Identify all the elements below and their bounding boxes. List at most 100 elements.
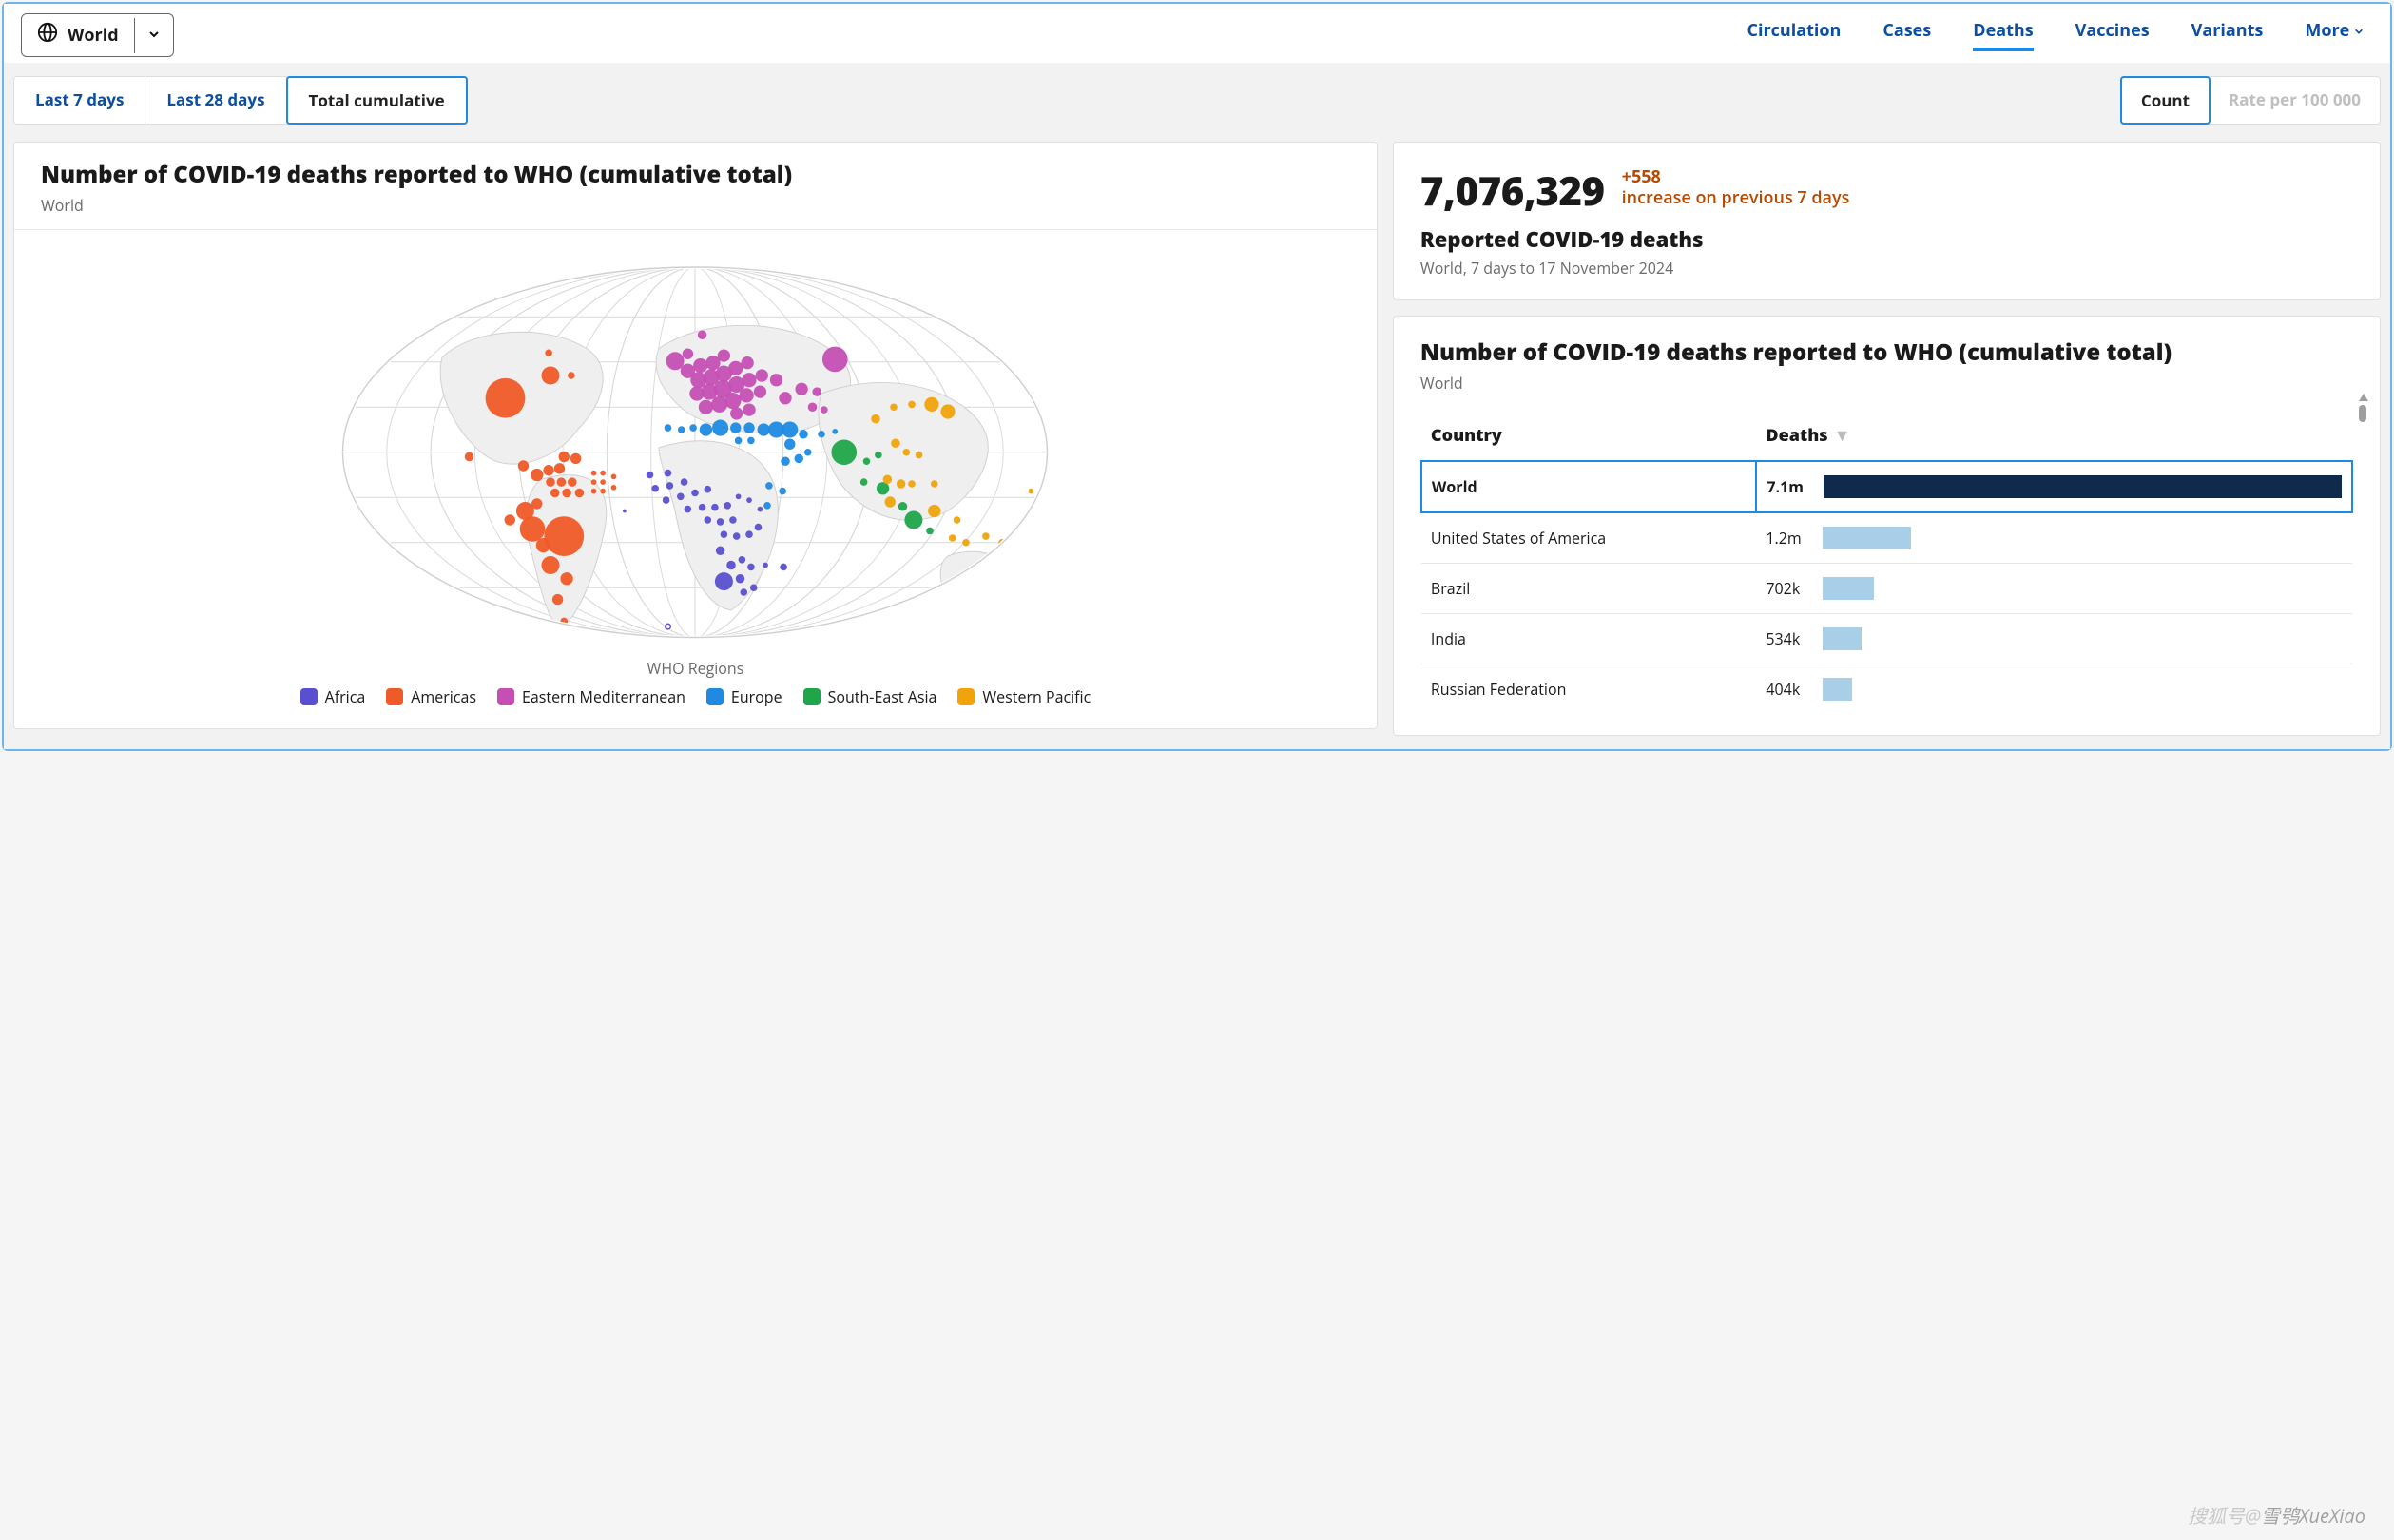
map-bubble[interactable]: [735, 437, 743, 445]
map-bubble[interactable]: [736, 494, 742, 500]
map-bubble[interactable]: [1029, 489, 1034, 494]
map-bubble[interactable]: [601, 489, 607, 494]
map-bubble[interactable]: [718, 350, 730, 362]
map-bubble[interactable]: [981, 611, 989, 619]
map-bubble[interactable]: [739, 556, 746, 564]
map-bubble[interactable]: [925, 397, 939, 412]
map-bubble[interactable]: [800, 430, 809, 439]
map-bubble[interactable]: [903, 449, 911, 456]
map-bubble[interactable]: [542, 367, 560, 385]
map-bubble[interactable]: [795, 454, 804, 464]
map-bubble[interactable]: [998, 555, 1004, 561]
map-bubble[interactable]: [569, 478, 578, 487]
map-bubble[interactable]: [520, 516, 546, 542]
map-bubble[interactable]: [569, 372, 576, 379]
map-bubble[interactable]: [731, 407, 743, 419]
map-bubble[interactable]: [694, 358, 708, 373]
map-bubble[interactable]: [727, 561, 737, 570]
map-bubble[interactable]: [736, 574, 745, 584]
map-bubble[interactable]: [712, 504, 720, 511]
map-bubble[interactable]: [748, 564, 756, 571]
region-picker-caret[interactable]: [134, 18, 173, 53]
map-bubble[interactable]: [1032, 513, 1037, 519]
nav-tab-circulation[interactable]: Circulation: [1747, 19, 1842, 51]
map-bubble[interactable]: [883, 475, 893, 485]
map-bubble[interactable]: [683, 349, 693, 359]
map-bubble[interactable]: [601, 471, 607, 476]
table-row[interactable]: United States of America1.2m: [1421, 512, 2352, 564]
map-bubble[interactable]: [968, 578, 982, 592]
map-bubble[interactable]: [1014, 551, 1019, 557]
map-bubble[interactable]: [559, 452, 570, 462]
map-bubble[interactable]: [725, 393, 742, 409]
map-bubble[interactable]: [963, 539, 971, 547]
map-bubble[interactable]: [832, 440, 858, 466]
map-bubble[interactable]: [897, 479, 906, 489]
nav-tab-cases[interactable]: Cases: [1882, 19, 1931, 51]
nav-tab-more[interactable]: More: [2305, 19, 2364, 51]
map-bubble[interactable]: [931, 480, 938, 488]
map-bubble[interactable]: [505, 514, 515, 525]
map-bubble[interactable]: [729, 361, 743, 375]
map-bubble[interactable]: [666, 482, 674, 490]
map-bubble[interactable]: [780, 392, 792, 404]
map-bubble[interactable]: [949, 534, 956, 542]
map-bubble[interactable]: [780, 488, 787, 495]
map-bubble[interactable]: [916, 452, 923, 459]
legend-item[interactable]: Americas: [386, 686, 476, 707]
map-bubble[interactable]: [891, 404, 898, 412]
table-row[interactable]: Russian Federation404k: [1421, 664, 2352, 715]
map-bubble[interactable]: [860, 478, 868, 486]
map-bubble[interactable]: [542, 556, 560, 574]
legend-item[interactable]: Western Pacific: [957, 686, 1091, 707]
map-bubble[interactable]: [808, 403, 818, 413]
map-bubble[interactable]: [531, 469, 544, 481]
map-bubble[interactable]: [758, 424, 770, 436]
map-bubble[interactable]: [872, 414, 881, 424]
measure-tab[interactable]: Count: [2120, 76, 2211, 125]
map-bubble[interactable]: [782, 422, 799, 438]
map-bubble[interactable]: [721, 531, 728, 539]
map-bubble[interactable]: [892, 439, 901, 449]
map-bubble[interactable]: [699, 504, 706, 511]
map-bubble[interactable]: [570, 453, 581, 464]
map-bubble[interactable]: [681, 478, 688, 486]
map-bubble[interactable]: [822, 347, 848, 373]
nav-tab-deaths[interactable]: Deaths: [1973, 19, 2033, 51]
map-bubble[interactable]: [544, 465, 554, 475]
map-bubble[interactable]: [611, 474, 617, 480]
map-bubble[interactable]: [486, 378, 526, 418]
map-bubble[interactable]: [804, 449, 812, 456]
map-bubble[interactable]: [465, 452, 474, 462]
map-bubble[interactable]: [782, 457, 791, 467]
map-bubble[interactable]: [763, 563, 769, 568]
period-tab[interactable]: Last 7 days: [14, 77, 145, 124]
scroll-track[interactable]: [2359, 394, 2366, 422]
map-bubble[interactable]: [885, 496, 896, 507]
map-bubble[interactable]: [770, 374, 782, 386]
map-bubble[interactable]: [677, 493, 685, 501]
map-bubble[interactable]: [705, 486, 712, 493]
map-area[interactable]: [41, 230, 1350, 658]
map-bubble[interactable]: [715, 572, 733, 590]
map-bubble[interactable]: [547, 478, 556, 487]
map-bubble[interactable]: [909, 480, 917, 488]
map-bubble[interactable]: [550, 489, 560, 498]
map-bubble[interactable]: [647, 472, 654, 479]
map-bubble[interactable]: [518, 460, 529, 471]
map-bubble[interactable]: [611, 485, 617, 491]
map-bubble[interactable]: [909, 401, 917, 409]
map-bubble[interactable]: [561, 572, 573, 585]
map-bubble[interactable]: [575, 489, 585, 498]
map-bubble[interactable]: [652, 485, 660, 492]
region-picker-main[interactable]: World: [22, 14, 134, 56]
legend-item[interactable]: Europe: [706, 686, 782, 707]
map-bubble[interactable]: [1025, 525, 1031, 530]
map-bubble[interactable]: [898, 502, 908, 511]
scroll-thumb[interactable]: [2359, 405, 2366, 422]
map-bubble[interactable]: [983, 532, 991, 540]
period-tab[interactable]: Last 28 days: [145, 77, 286, 124]
map-bubble[interactable]: [764, 502, 772, 510]
map-bubble[interactable]: [623, 510, 627, 513]
period-tab[interactable]: Total cumulative: [286, 76, 468, 125]
